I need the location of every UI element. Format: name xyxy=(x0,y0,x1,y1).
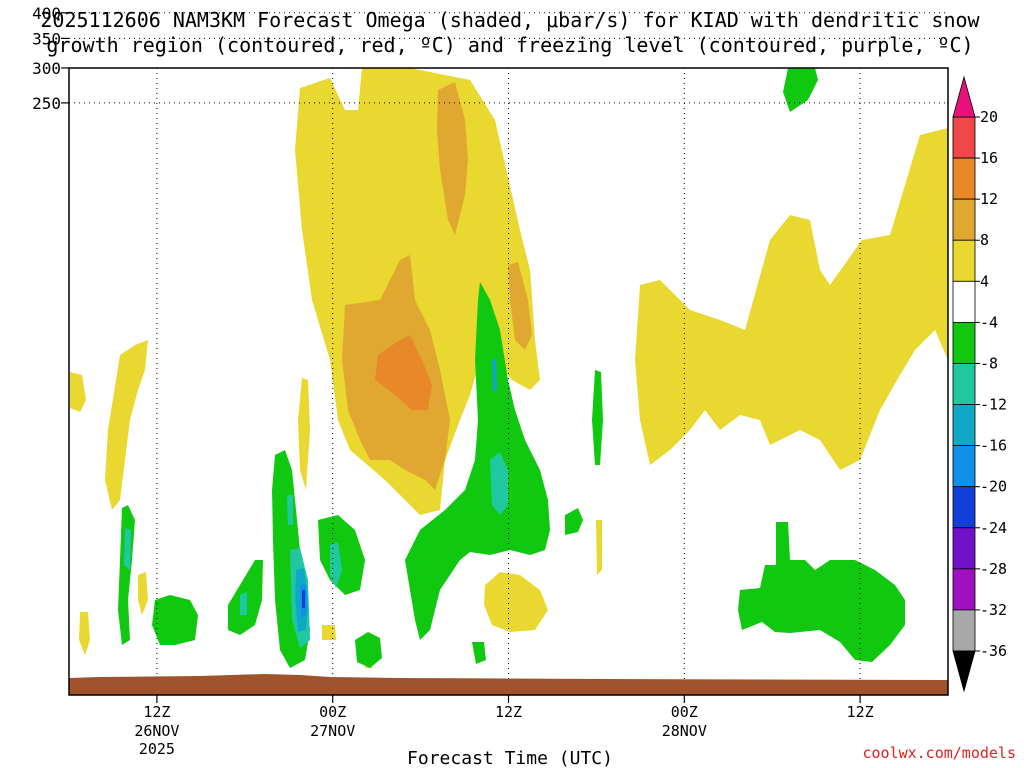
x-tick-label: 12Z xyxy=(143,703,170,721)
omega-neg-area-right xyxy=(738,522,905,662)
omega-pos-area-mid1 xyxy=(298,378,310,490)
colorbar-segment xyxy=(952,445,976,488)
colorbar-segment xyxy=(952,486,976,529)
y-tick-label: 350 xyxy=(32,29,61,48)
omega-pos-area-small1 xyxy=(138,572,148,615)
x-date-label: 27NOV xyxy=(310,722,355,740)
colorbar-label: -12 xyxy=(980,396,1007,414)
colorbar-segment xyxy=(952,157,976,200)
omega-pos-area-left2 xyxy=(70,372,86,412)
omega-neg-area-right-top xyxy=(783,68,818,112)
colorbar-label: 20 xyxy=(980,108,998,126)
colorbar-segment xyxy=(952,198,976,241)
colorbar-segment xyxy=(952,363,976,405)
x-date-label: 26NOV xyxy=(134,722,179,740)
credit-text: coolwx.com/models xyxy=(862,744,1016,762)
colorbar-label: 4 xyxy=(980,272,989,290)
omega-pos-area-right xyxy=(635,128,948,470)
omega-neg-area-mid-left2 xyxy=(318,515,365,595)
omega-pos-area-small2 xyxy=(79,612,90,655)
omega-neg-area-mid-long xyxy=(405,282,550,640)
x-date-label: 28NOV xyxy=(662,722,707,740)
omega-pos-area-small4 xyxy=(596,520,602,575)
omega-neg12-area-2 xyxy=(492,358,497,392)
x-tick-label: 12Z xyxy=(847,703,874,721)
x-tick-label: 00Z xyxy=(319,703,346,721)
colorbar: 20 16 12 8 4 -4 -8 -12 -16 -20 -24 -28 -32 -36 xyxy=(952,75,1007,693)
chart-title-line2: growth region (contoured, red, ºC) and f… xyxy=(46,33,973,57)
colorbar-bottom-arrow xyxy=(952,650,976,693)
omega-neg-area-small2 xyxy=(565,508,583,535)
colorbar-label: -24 xyxy=(980,519,1007,537)
omega-8-12-area-right xyxy=(508,262,532,350)
y-tick-label: 300 xyxy=(32,59,61,78)
colorbar-label: -4 xyxy=(980,313,998,331)
x-tick-label: 12Z xyxy=(495,703,522,721)
x-axis-label: Forecast Time (UTC) xyxy=(407,748,613,768)
omega-shading xyxy=(70,68,948,668)
colorbar-segment xyxy=(952,404,976,447)
colorbar-label: -16 xyxy=(980,437,1007,455)
colorbar-label: 12 xyxy=(980,190,998,208)
colorbar-label: 16 xyxy=(980,149,998,167)
colorbar-label: -28 xyxy=(980,560,1007,578)
colorbar-top-arrow xyxy=(952,75,976,118)
ground-terrain xyxy=(69,674,948,695)
omega-8-12-area-top xyxy=(437,82,468,235)
omega-pos-area-left1 xyxy=(105,340,148,510)
omega-neg8-area-3 xyxy=(124,528,131,570)
omega-pos-area-small3 xyxy=(322,625,336,640)
y-tick-label: 250 xyxy=(32,94,61,113)
colorbar-segment xyxy=(952,609,976,652)
colorbar-label: 8 xyxy=(980,231,989,249)
colorbar-label: -8 xyxy=(980,354,998,372)
y-axis: 2503003504004505005506006507007508008509… xyxy=(32,0,69,113)
omega-neg-area-small1 xyxy=(592,370,603,465)
chart-title-line1: 2025112606 NAM3KM Forecast Omega (shaded… xyxy=(40,8,980,32)
colorbar-segment xyxy=(952,116,976,159)
omega-12-16-area xyxy=(375,335,432,410)
x-tick-label: 00Z xyxy=(671,703,698,721)
colorbar-label: -20 xyxy=(980,478,1007,496)
omega-neg-area-left2 xyxy=(152,595,198,645)
x-year-label: 2025 xyxy=(139,740,175,758)
y-tick-label: 400 xyxy=(32,4,61,23)
omega-neg8-area-1 xyxy=(490,452,508,515)
omega-neg8-area-6 xyxy=(240,592,247,615)
colorbar-segment xyxy=(952,568,976,611)
colorbar-label: -36 xyxy=(980,642,1007,660)
colorbar-segment xyxy=(952,321,976,364)
omega-neg-area-small4 xyxy=(472,642,486,664)
omega-neg8-area-5 xyxy=(287,495,293,525)
omega-neg-area-small3 xyxy=(355,632,382,668)
colorbar-segment xyxy=(952,280,976,323)
colorbar-segment xyxy=(952,527,976,570)
omega-pos-area-mid2 xyxy=(484,572,548,632)
omega-neg20-area xyxy=(302,590,305,608)
colorbar-segment xyxy=(952,239,976,282)
colorbar-label: -32 xyxy=(980,601,1007,619)
